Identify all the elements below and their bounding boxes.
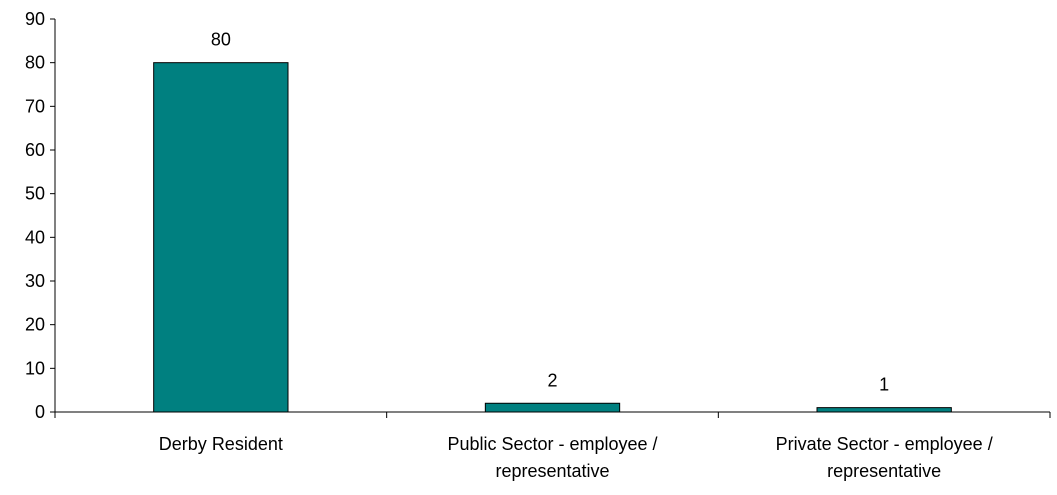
- y-tick-label: 70: [25, 96, 45, 116]
- y-tick-label: 90: [25, 9, 45, 29]
- category-label: Private Sector - employee /: [776, 434, 993, 454]
- y-tick-label: 30: [25, 271, 45, 291]
- data-label: 2: [547, 370, 557, 390]
- data-label: 1: [879, 375, 889, 395]
- y-tick-label: 0: [35, 402, 45, 422]
- category-label: representative: [827, 461, 941, 481]
- category-label: representative: [495, 461, 609, 481]
- y-tick-label: 60: [25, 140, 45, 160]
- y-tick-label: 40: [25, 227, 45, 247]
- category-label: Derby Resident: [159, 434, 283, 454]
- bar: [153, 62, 289, 413]
- y-tick-label: 80: [25, 53, 45, 73]
- y-tick-label: 20: [25, 315, 45, 335]
- data-label: 80: [211, 30, 231, 50]
- category-label: Public Sector - employee /: [447, 434, 657, 454]
- bar: [484, 402, 621, 413]
- y-tick-label: 10: [25, 358, 45, 378]
- bar: [816, 407, 952, 413]
- y-tick-label: 50: [25, 184, 45, 204]
